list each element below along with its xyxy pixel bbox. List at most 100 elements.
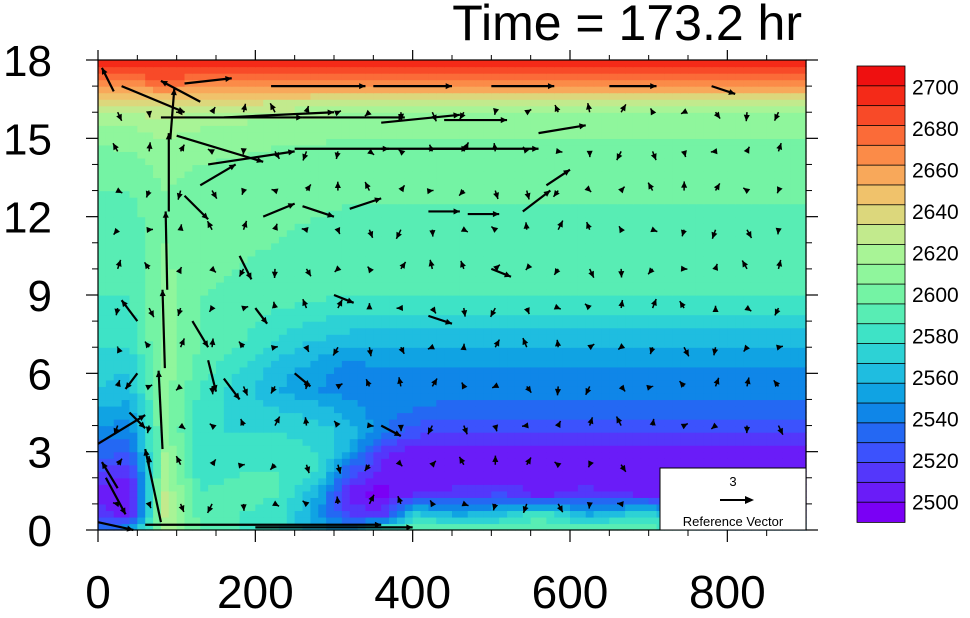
heatmap-cell [452,379,461,387]
heatmap-cell [703,392,713,401]
heatmap-cell [774,425,783,433]
heatmap-cell [459,281,469,290]
heatmap-cell [452,288,461,296]
heatmap-cell [294,392,304,401]
heatmap-cell [404,197,414,205]
heatmap-cell [672,419,681,427]
heatmap-cell [318,249,327,257]
heatmap-cell [137,210,146,218]
heatmap-cell [184,190,193,198]
heatmap-cell [570,503,579,512]
heatmap-cell [617,242,626,250]
heatmap-cell [137,190,146,198]
heatmap-cell [546,458,555,466]
heatmap-cell [593,308,603,316]
heatmap-cell [278,373,288,381]
heatmap-cell [632,170,642,179]
heatmap-cell [672,405,681,414]
heatmap-cell [577,255,587,263]
heatmap-cell [483,471,492,479]
heatmap-cell [609,190,618,198]
heatmap-cell [695,223,705,231]
heatmap-cell [640,490,650,498]
heatmap-cell [522,216,532,224]
heatmap-cell [231,353,241,361]
heatmap-cell [530,523,540,531]
heatmap-cell [688,366,697,374]
heatmap-cell [483,229,492,237]
heatmap-cell [483,262,492,270]
heatmap-cell [459,353,469,361]
heatmap-cell [467,471,477,479]
heatmap-cell [349,360,359,368]
heatmap-cell [176,353,186,361]
heatmap-cell [396,510,406,518]
heatmap-cell [570,490,579,498]
heatmap-cell [617,347,626,355]
heatmap-cell [617,405,626,414]
heatmap-cell [121,432,131,440]
heatmap-cell [499,458,508,466]
heatmap-cell [381,236,390,244]
heatmap-cell [247,210,256,218]
heatmap-cell [507,190,516,198]
heatmap-cell [145,321,154,329]
heatmap-cell [483,497,492,505]
heatmap-cell [231,405,241,414]
heatmap-cell [444,464,453,472]
heatmap-cell [223,321,233,329]
heatmap-cell [514,399,524,407]
heatmap-cell [758,203,768,211]
heatmap-cell [121,484,131,492]
heatmap-cell [538,340,547,348]
heatmap-cell [656,249,665,257]
heatmap-cell [302,347,311,355]
heatmap-cell [436,477,445,485]
heatmap-cell [475,432,485,440]
heatmap-cell [491,464,500,472]
heatmap-cell [632,392,642,401]
heatmap-cell [538,419,547,427]
heatmap-cell [782,399,791,407]
heatmap-cell [121,242,131,250]
heatmap-cell [593,477,603,485]
heatmap-cell [467,464,477,472]
heatmap-cell [774,458,783,466]
heatmap-cell [263,164,272,172]
heatmap-cell [656,216,665,224]
heatmap-cell [530,425,540,433]
heatmap-cell [396,353,406,361]
heatmap-cell [404,249,414,257]
heatmap-cell [593,379,603,387]
heatmap-cell [593,347,603,355]
heatmap-cell [121,268,131,277]
heatmap-cell [231,360,241,368]
heatmap-cell [129,432,138,440]
heatmap-cell [153,340,162,348]
heatmap-cell [318,242,327,250]
heatmap-cell [396,340,406,348]
heatmap-cell [475,236,485,244]
heatmap-cell [546,438,555,446]
heatmap-cell [750,295,760,303]
heatmap-cell [617,484,626,492]
heatmap-cell [318,503,327,512]
heatmap-cell [334,281,343,290]
heatmap-cell [208,295,217,303]
heatmap-cell [617,399,626,407]
heatmap-cell [436,308,445,316]
heatmap-cell [160,184,170,192]
heatmap-cell [617,229,626,237]
heatmap-cell [137,170,146,179]
heatmap-cell [160,249,170,257]
heatmap-cell [381,210,390,218]
heatmap-cell [703,203,713,211]
heatmap-cell [625,229,634,237]
heatmap-cell [436,425,445,433]
heatmap-cell [216,249,225,257]
heatmap-cell [436,451,445,459]
heatmap-cell [247,216,256,224]
heatmap-cell [554,497,563,505]
heatmap-cell [247,523,256,531]
heatmap-cell [263,510,272,518]
